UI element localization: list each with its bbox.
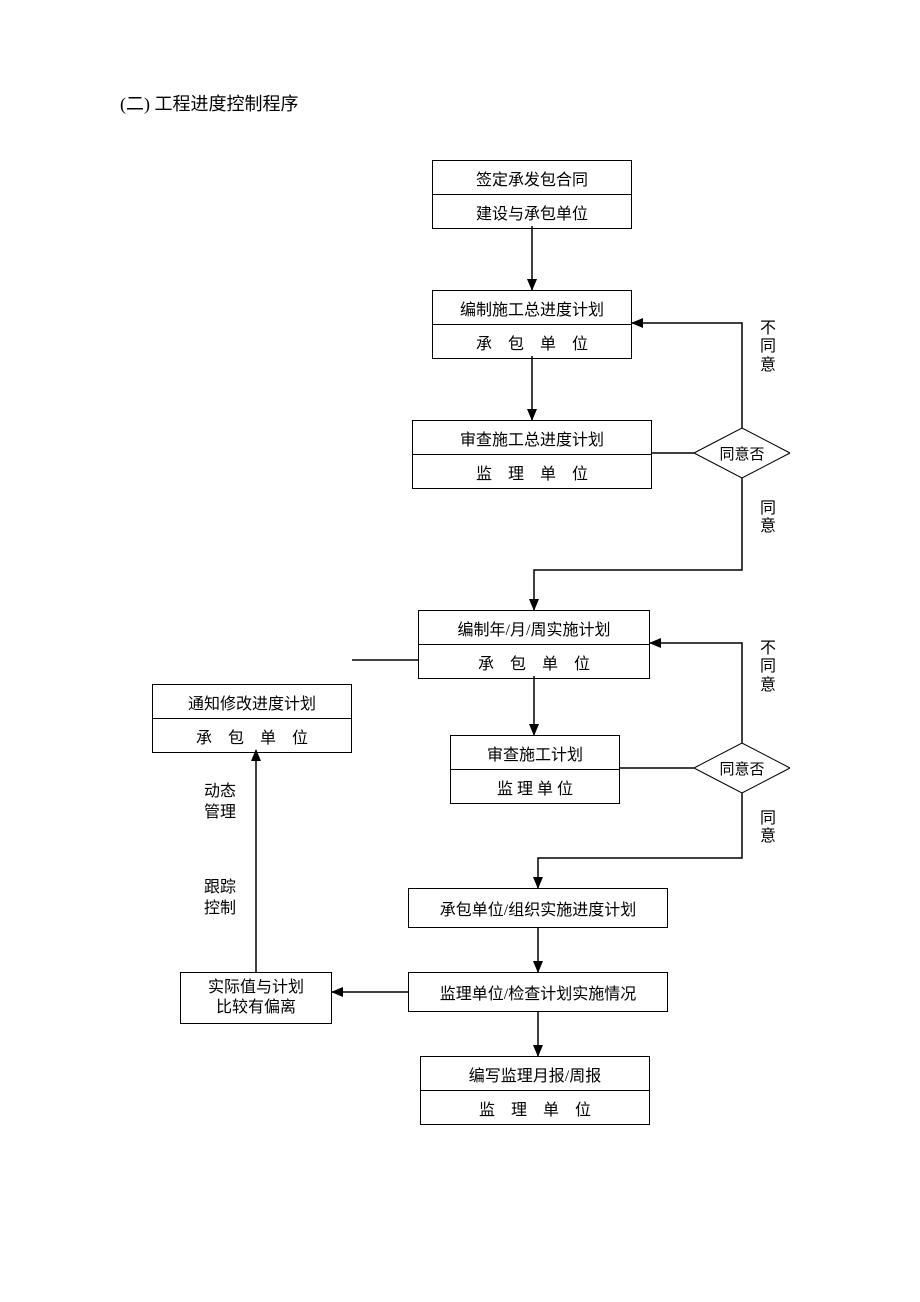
node-top: 审查施工计划: [451, 736, 619, 770]
node-review-master: 审查施工总进度计划 监 理 单 位: [412, 420, 652, 489]
node-label: 监理单位/检查计划实施情况: [409, 973, 667, 1011]
node-label: 实际值与计划 比较有偏离: [181, 973, 331, 1023]
label-d1-yes: 同 意: [760, 500, 776, 537]
node-top: 签定承发包合同: [433, 161, 631, 195]
node-top: 通知修改进度计划: [153, 685, 351, 719]
node-bot: 监 理 单 位: [421, 1091, 649, 1124]
node-bot: 监 理 单 位: [451, 770, 619, 803]
label-d1-no: 不 同 意: [760, 320, 776, 375]
decision-approve-master: 同意否: [694, 428, 790, 478]
label-dynamic: 动态 管理: [204, 782, 236, 824]
node-master-schedule: 编制施工总进度计划 承 包 单 位: [432, 290, 632, 359]
label-d2-yes: 同 意: [760, 810, 776, 847]
node-period-plan: 编制年/月/周实施计划 承 包 单 位: [418, 610, 650, 679]
node-review-plan: 审查施工计划 监 理 单 位: [450, 735, 620, 804]
node-report: 编写监理月报/周报 监 理 单 位: [420, 1056, 650, 1125]
node-top: 编制年/月/周实施计划: [419, 611, 649, 645]
decision-label: 同意否: [694, 743, 790, 793]
node-top: 编制施工总进度计划: [433, 291, 631, 325]
node-sign-contract: 签定承发包合同 建设与承包单位: [432, 160, 632, 229]
decision-approve-plan: 同意否: [694, 743, 790, 793]
node-notify-revise: 通知修改进度计划 承 包 单 位: [152, 684, 352, 753]
node-bot: 承 包 单 位: [433, 325, 631, 358]
node-implement: 承包单位/组织实施进度计划: [408, 888, 668, 928]
node-top: 编写监理月报/周报: [421, 1057, 649, 1091]
node-top: 审查施工总进度计划: [413, 421, 651, 455]
node-label: 承包单位/组织实施进度计划: [409, 889, 667, 927]
node-bot: 建设与承包单位: [433, 195, 631, 228]
node-bot: 监 理 单 位: [413, 455, 651, 488]
flowchart-canvas: (二) 工程进度控制程序 签定承发包合同 建设与承包单位 编制施工总进度计划 承…: [0, 0, 920, 1302]
label-d2-no: 不 同 意: [760, 640, 776, 695]
decision-label: 同意否: [694, 428, 790, 478]
node-bot: 承 包 单 位: [419, 645, 649, 678]
label-track: 跟踪 控制: [204, 878, 236, 920]
node-check: 监理单位/检查计划实施情况: [408, 972, 668, 1012]
node-deviation: 实际值与计划 比较有偏离: [180, 972, 332, 1024]
node-bot: 承 包 单 位: [153, 719, 351, 752]
page-title: (二) 工程进度控制程序: [120, 90, 299, 116]
